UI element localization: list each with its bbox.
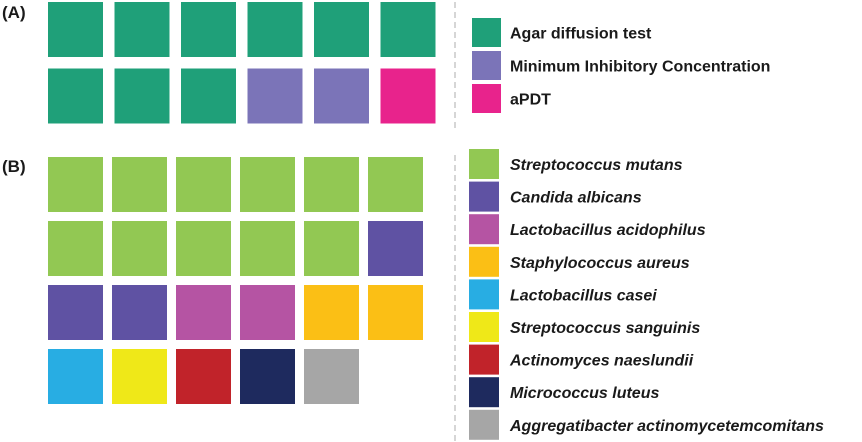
waffle-cell xyxy=(368,157,423,212)
panel-a: (A) Agar diffusion test Minimum Inhibitory… xyxy=(2,2,770,128)
waffle-cell xyxy=(304,285,359,340)
waffle-cell xyxy=(176,349,231,404)
legend-label: Candida albicans xyxy=(510,190,642,207)
panel-label: (B) xyxy=(2,157,26,176)
legend-label: Aggregatibacter actinomycetemcomitans xyxy=(509,418,824,435)
waffle-cell xyxy=(368,221,423,276)
legend-label: Staphylococcus aureus xyxy=(510,255,690,272)
legend-label: Agar diffusion test xyxy=(510,26,652,43)
legend-label: Lactobacillus acidophilus xyxy=(510,222,706,239)
legend-swatch xyxy=(469,214,499,245)
waffle-cell xyxy=(304,221,359,276)
legend-swatch xyxy=(472,18,501,47)
waffle-cell xyxy=(240,285,295,340)
legend-swatch xyxy=(469,149,499,179)
legend-label: aPDT xyxy=(510,92,551,109)
legend-label: Lactobacillus casei xyxy=(510,287,657,304)
legend-label: Streptococcus sanguinis xyxy=(510,320,700,337)
panel-label: (A) xyxy=(2,3,26,22)
waffle-cell xyxy=(247,2,303,57)
waffle-cell xyxy=(48,285,103,340)
waffle-cell xyxy=(240,349,295,404)
legend-swatch xyxy=(469,246,499,277)
legend-swatch xyxy=(469,279,499,310)
legend-swatch xyxy=(469,409,499,440)
waffle-cell xyxy=(380,2,436,57)
legend-swatch xyxy=(469,312,499,342)
waffle-cell xyxy=(48,349,103,404)
waffle-cell xyxy=(368,285,423,340)
waffle-cell xyxy=(114,68,170,124)
waffle-cell xyxy=(48,2,103,57)
waffle-cell xyxy=(112,349,167,404)
legend-swatch xyxy=(469,377,499,408)
legend-swatch xyxy=(469,344,499,375)
legend-swatch xyxy=(472,51,501,80)
waffle-cell xyxy=(112,157,167,212)
legend-swatch xyxy=(469,181,499,212)
panel-b: (B) Streptococcus mutans Candida albicans L… xyxy=(2,149,824,442)
waffle-cell xyxy=(176,285,231,340)
waffle-cell xyxy=(247,68,303,124)
legend-label: Minimum Inhibitory Concentration xyxy=(510,59,770,76)
waffle-cell xyxy=(304,349,359,404)
waffle-cell xyxy=(176,157,231,212)
legend-label: Actinomyces naeslundii xyxy=(509,353,694,370)
waffle-cell xyxy=(112,221,167,276)
waffle-cell xyxy=(304,157,359,212)
waffle-cell xyxy=(240,221,295,276)
legend-swatch xyxy=(472,84,501,113)
waffle-cell xyxy=(48,157,103,212)
waffle-cell xyxy=(112,285,167,340)
waffle-cell xyxy=(380,68,436,124)
legend-label: Micrococcus luteus xyxy=(510,385,659,402)
waffle-cell xyxy=(48,68,103,124)
waffle-cell xyxy=(176,221,231,276)
waffle-cell xyxy=(114,2,170,57)
waffle-cell xyxy=(314,2,369,57)
waffle-cell xyxy=(48,221,103,276)
waffle-cell xyxy=(240,157,295,212)
waffle-cell xyxy=(181,68,236,124)
waffle-cell xyxy=(314,68,369,124)
legend-label: Streptococcus mutans xyxy=(510,157,683,174)
waffle-cell xyxy=(181,2,236,57)
